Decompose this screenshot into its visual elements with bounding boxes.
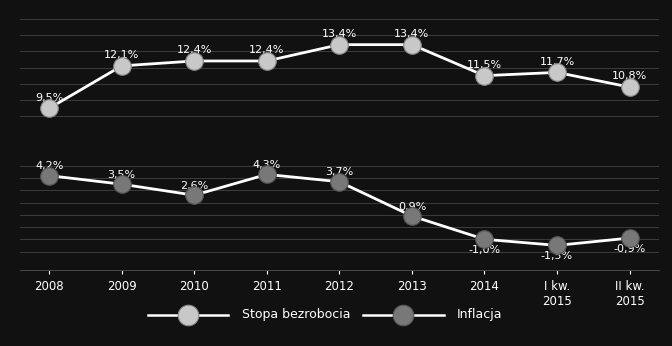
Text: -1,0%: -1,0% [468, 245, 501, 255]
Point [189, 192, 200, 198]
Point [624, 235, 635, 241]
Text: Inflacja: Inflacja [457, 308, 503, 321]
Point [552, 243, 562, 248]
Text: 13,4%: 13,4% [394, 29, 429, 39]
Point [334, 179, 345, 184]
Text: 10,8%: 10,8% [612, 71, 647, 81]
Text: 3,7%: 3,7% [325, 167, 353, 177]
Point [44, 173, 54, 179]
Text: 4,2%: 4,2% [35, 161, 63, 171]
Text: 11,5%: 11,5% [467, 60, 502, 70]
Text: 2,6%: 2,6% [180, 181, 208, 191]
Point [116, 63, 127, 69]
Text: 12,1%: 12,1% [104, 50, 139, 60]
Point [407, 213, 417, 219]
Text: 3,5%: 3,5% [108, 170, 136, 180]
Text: 11,7%: 11,7% [540, 57, 575, 67]
Text: Stopa bezrobocia: Stopa bezrobocia [242, 308, 350, 321]
Point [407, 42, 417, 47]
Point [334, 42, 345, 47]
Text: 12,4%: 12,4% [177, 45, 212, 55]
Point [189, 58, 200, 64]
Text: 4,3%: 4,3% [253, 160, 281, 170]
Text: 0,9%: 0,9% [398, 202, 426, 212]
Point [44, 106, 54, 111]
Text: 13,4%: 13,4% [322, 29, 357, 39]
Text: -1,5%: -1,5% [541, 251, 573, 261]
Text: 9,5%: 9,5% [35, 93, 63, 103]
Point [479, 73, 490, 79]
Point [479, 237, 490, 242]
Point [261, 58, 272, 64]
Text: -0,9%: -0,9% [614, 244, 646, 254]
Point [624, 84, 635, 90]
Text: 12,4%: 12,4% [249, 45, 284, 55]
Point [116, 181, 127, 187]
Point [552, 70, 562, 75]
Point [261, 172, 272, 177]
